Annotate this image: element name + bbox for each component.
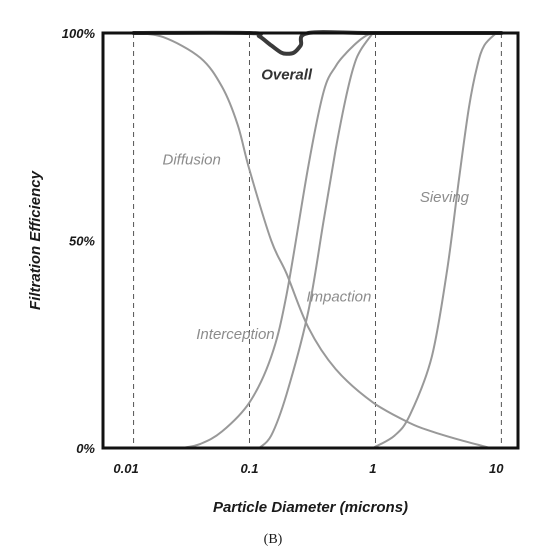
x-tick-label: 10 <box>489 461 504 476</box>
figure-caption: (B) <box>264 532 283 547</box>
y-tick-label: 0% <box>76 441 95 456</box>
series-sieving-line <box>371 32 498 449</box>
y-tick-labels: 0% 50% 100% <box>62 26 96 456</box>
series-impaction-line <box>258 32 374 449</box>
series-curves <box>131 30 504 449</box>
x-tick-label: 1 <box>369 461 376 476</box>
label-overall: Overall <box>261 67 313 84</box>
series-interception-line <box>181 32 374 449</box>
x-tick-label: 0.01 <box>113 461 138 476</box>
x-tick-label: 0.1 <box>240 461 258 476</box>
plot-frame <box>101 31 520 450</box>
series-diffusion-line <box>132 32 492 449</box>
y-tick-label: 100% <box>62 26 96 41</box>
label-impaction: Impaction <box>306 289 371 306</box>
y-tick-label: 50% <box>69 234 95 249</box>
y-axis-label: Filtration Efficiency <box>27 170 44 310</box>
label-interception: Interception <box>196 326 274 343</box>
curve-labels: Overall Diffusion Sieving Impaction Intercep… <box>162 67 469 343</box>
x-axis-label: Particle Diameter (microns) <box>213 499 408 516</box>
x-tick-labels: 0.01 0.1 1 10 <box>113 461 504 476</box>
reference-lines <box>133 33 502 448</box>
label-sieving: Sieving <box>420 189 470 206</box>
label-diffusion: Diffusion <box>162 152 220 169</box>
